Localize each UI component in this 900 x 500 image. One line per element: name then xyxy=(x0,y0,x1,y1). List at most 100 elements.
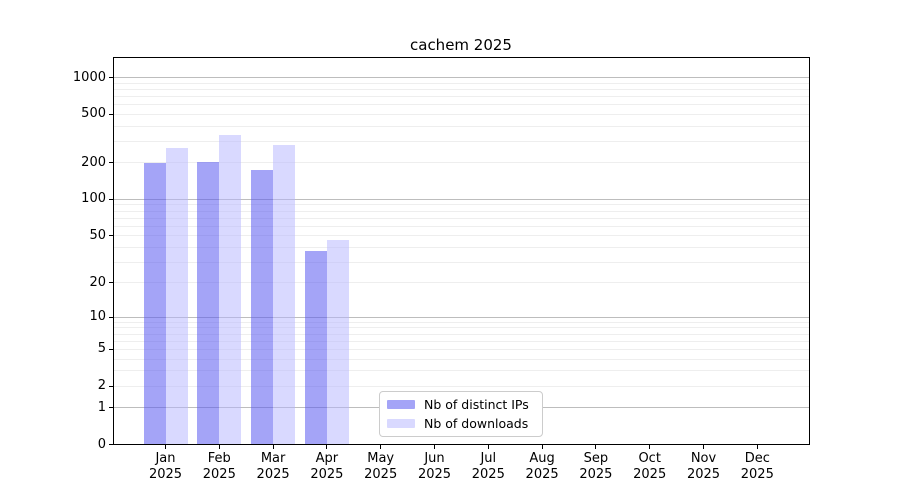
x-tick-month: Mar xyxy=(260,451,286,466)
x-tick-month: Jun xyxy=(424,451,445,466)
gridline-minor-900 xyxy=(113,82,810,84)
x-tick-may xyxy=(380,445,382,449)
x-tick-apr xyxy=(326,445,328,449)
x-tick-month: Oct xyxy=(638,451,661,466)
legend-swatch-distinct-ips-icon xyxy=(387,400,415,409)
x-tick-label-oct: Oct 2025 xyxy=(610,451,690,483)
x-tick-month: Aug xyxy=(529,451,555,466)
gridline-minor-80 xyxy=(113,210,810,212)
gridline-minor-8 xyxy=(113,327,810,329)
x-tick-label-jun: Jun 2025 xyxy=(395,451,475,483)
gridline-minor-500 xyxy=(113,113,810,115)
x-tick-month: Jul xyxy=(480,451,497,466)
bar-distinct-ips-feb xyxy=(197,161,220,445)
x-tick-month: Apr xyxy=(315,451,339,466)
x-tick-year: 2025 xyxy=(633,467,667,482)
gridline-minor-50 xyxy=(113,235,810,237)
y-tick-label-500: 500 xyxy=(81,106,106,122)
x-tick-month: Sep xyxy=(583,451,609,466)
legend-label-downloads: Nb of downloads xyxy=(424,416,529,431)
y-tick-20 xyxy=(109,282,113,284)
x-tick-aug xyxy=(541,445,543,449)
x-tick-year: 2025 xyxy=(256,467,290,482)
x-tick-label-jul: Jul 2025 xyxy=(448,451,528,483)
x-tick-month: May xyxy=(367,451,395,466)
x-tick-label-nov: Nov 2025 xyxy=(664,451,744,483)
x-tick-year: 2025 xyxy=(202,467,236,482)
legend-label-distinct-ips: Nb of distinct IPs xyxy=(424,397,529,412)
x-tick-month: Nov xyxy=(690,451,717,466)
y-tick-label-10: 10 xyxy=(89,309,106,325)
x-tick-year: 2025 xyxy=(471,467,505,482)
gridline-minor-300 xyxy=(113,140,810,142)
gridline-minor-400 xyxy=(113,125,810,127)
gridline-minor-800 xyxy=(113,88,810,90)
legend-swatch-downloads-icon xyxy=(387,419,415,428)
y-tick-label-200: 200 xyxy=(81,154,106,170)
x-tick-nov xyxy=(703,445,704,449)
x-tick-label-jan: Jan 2025 xyxy=(126,451,206,483)
x-tick-year: 2025 xyxy=(310,467,344,482)
y-tick-10 xyxy=(109,316,113,318)
x-tick-year: 2025 xyxy=(148,467,183,482)
x-tick-month: Feb xyxy=(207,451,231,466)
x-tick-label-apr: Apr 2025 xyxy=(287,451,367,483)
gridline-minor-600 xyxy=(113,104,810,106)
x-tick-year: 2025 xyxy=(417,467,452,482)
x-tick-year: 2025 xyxy=(740,467,774,482)
gridline-minor-40 xyxy=(113,246,810,248)
chart-title: cachem 2025 xyxy=(410,36,512,54)
gridline-minor-60 xyxy=(113,225,810,227)
gridline-minor-3 xyxy=(113,370,810,372)
y-tick-label-5: 5 xyxy=(97,341,106,357)
gridline-minor-700 xyxy=(113,95,810,97)
legend-item-distinct-ips: Nb of distinct IPs xyxy=(387,397,542,413)
y-tick-1000 xyxy=(109,77,113,79)
x-tick-jul xyxy=(487,445,489,449)
gridline-minor-4 xyxy=(113,358,810,360)
x-tick-year: 2025 xyxy=(686,467,721,482)
gridline-major-100 xyxy=(113,198,810,200)
gridline-minor-90 xyxy=(113,204,810,206)
x-tick-label-mar: Mar 2025 xyxy=(233,451,313,483)
y-tick-1 xyxy=(109,407,113,409)
y-tick-0 xyxy=(109,444,113,445)
y-tick-100 xyxy=(109,198,113,200)
y-tick-label-50: 50 xyxy=(89,227,106,243)
x-tick-month: Dec xyxy=(744,451,770,466)
y-tick-label-100: 100 xyxy=(81,191,106,207)
y-tick-5 xyxy=(109,348,113,350)
gridline-minor-30 xyxy=(113,261,810,263)
bar-downloads-apr xyxy=(326,240,349,445)
y-tick-label-20: 20 xyxy=(89,274,106,290)
x-tick-oct xyxy=(649,445,651,449)
bar-distinct-ips-apr xyxy=(304,251,327,445)
x-tick-label-feb: Feb 2025 xyxy=(179,451,259,483)
x-tick-label-dec: Dec 2025 xyxy=(717,451,797,483)
bar-distinct-ips-jan xyxy=(143,162,166,445)
gridline-minor-200 xyxy=(113,162,810,164)
gridline-minor-70 xyxy=(113,217,810,219)
bar-distinct-ips-mar xyxy=(251,169,274,445)
bar-downloads-mar xyxy=(273,145,296,445)
gridline-major-1000 xyxy=(113,77,810,79)
bar-downloads-jan xyxy=(165,147,188,445)
y-tick-200 xyxy=(109,162,113,164)
x-tick-label-aug: Aug 2025 xyxy=(502,451,582,483)
y-tick-500 xyxy=(109,113,113,115)
y-tick-label-2: 2 xyxy=(97,378,106,394)
y-tick-label-0: 0 xyxy=(97,436,106,452)
gridline-minor-5 xyxy=(113,348,810,350)
y-tick-label-1000: 1000 xyxy=(72,69,106,85)
y-tick-2 xyxy=(109,385,113,387)
x-tick-sep xyxy=(595,445,597,449)
x-tick-month: Jan xyxy=(155,451,176,466)
gridline-major-10 xyxy=(113,316,810,318)
x-tick-jun xyxy=(434,445,435,449)
x-tick-feb xyxy=(218,445,220,449)
y-tick-label-1: 1 xyxy=(97,399,106,415)
x-tick-label-sep: Sep 2025 xyxy=(556,451,636,483)
legend-item-downloads: Nb of downloads xyxy=(387,416,542,432)
gridline-minor-7 xyxy=(113,333,810,335)
